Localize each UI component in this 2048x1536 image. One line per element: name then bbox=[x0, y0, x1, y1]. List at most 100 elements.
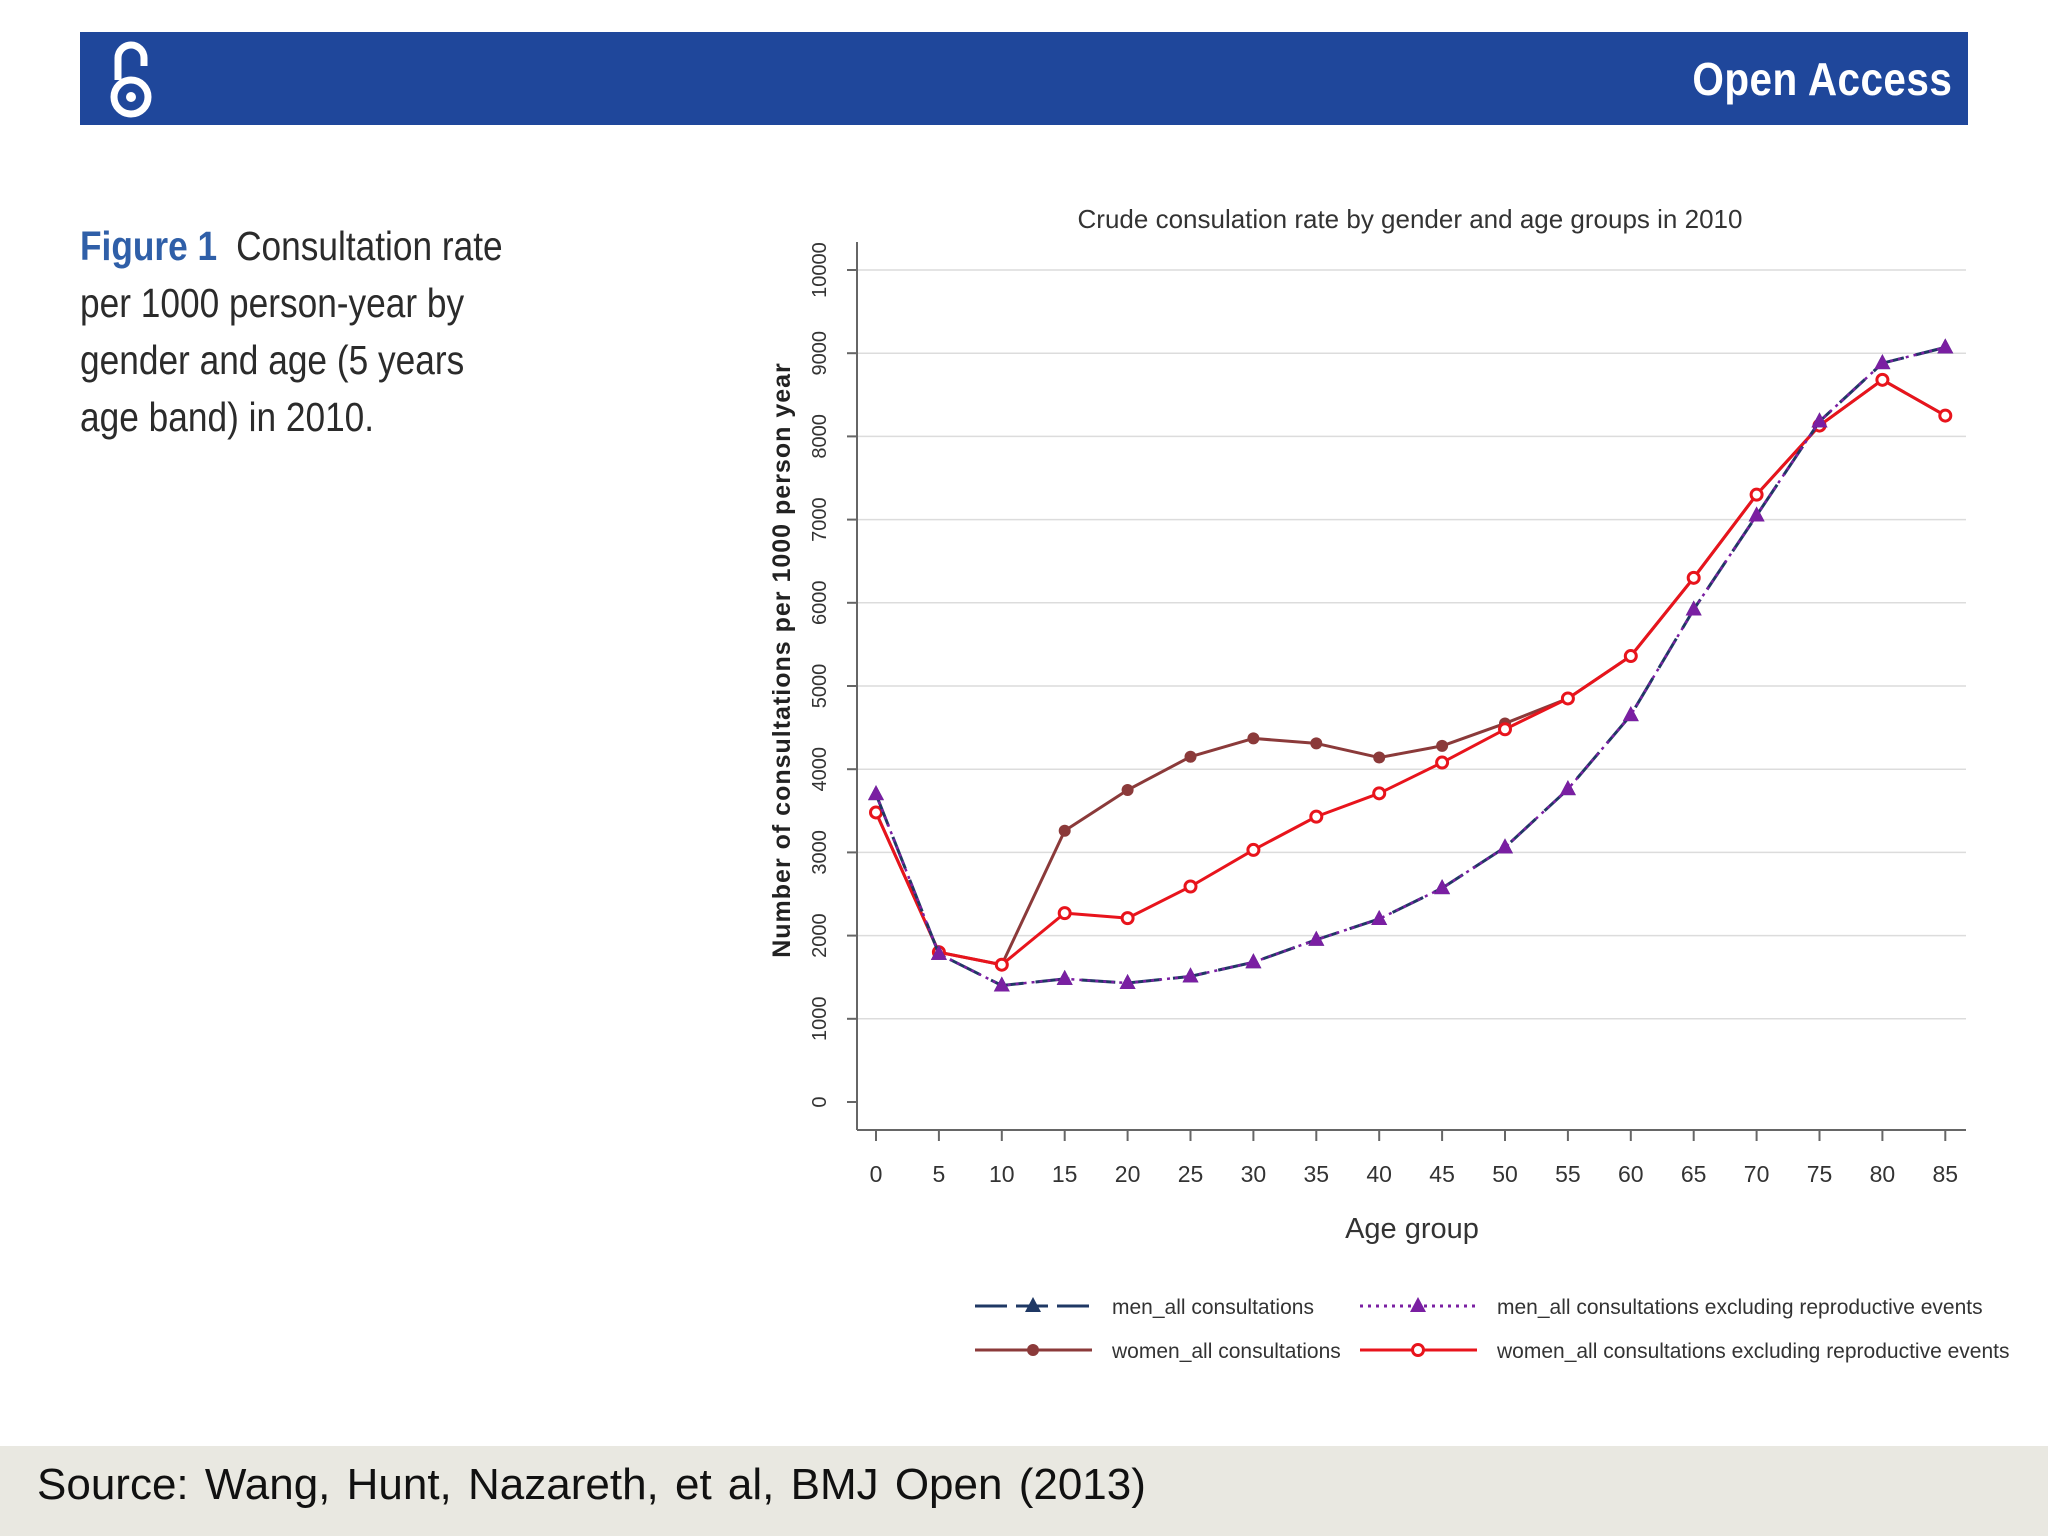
open-access-label: Open Access bbox=[1692, 53, 1952, 105]
legend-item: men_all consultations bbox=[975, 1296, 1314, 1319]
data-point bbox=[1121, 784, 1134, 796]
data-point bbox=[1310, 737, 1323, 750]
legend-label: women_all consultations bbox=[1111, 1340, 1341, 1363]
legend-marker bbox=[1025, 1297, 1041, 1312]
y-axis-label: Number of consultations per 1000 person … bbox=[768, 362, 796, 958]
data-point bbox=[930, 944, 947, 960]
data-point bbox=[1497, 838, 1513, 854]
data-point bbox=[1373, 751, 1386, 764]
y-tick-label: 8000 bbox=[809, 414, 831, 459]
data-point bbox=[1811, 412, 1828, 428]
data-point bbox=[1182, 967, 1199, 983]
figure-caption-text: Consultation rate per 1000 person-year b… bbox=[80, 223, 503, 440]
y-tick-label: 0 bbox=[809, 1096, 831, 1107]
data-point bbox=[1435, 755, 1450, 770]
x-tick-label: 20 bbox=[1115, 1161, 1141, 1187]
data-point bbox=[1183, 879, 1198, 894]
legend-marker bbox=[1411, 1343, 1425, 1357]
x-tick-label: 80 bbox=[1870, 1161, 1896, 1187]
figure-caption: Figure 1 Consultation rate per 1000 perso… bbox=[80, 218, 527, 446]
series-layer bbox=[868, 338, 1954, 992]
legend-marker bbox=[1027, 1344, 1039, 1356]
legend-marker bbox=[1410, 1297, 1426, 1312]
data-point bbox=[1372, 786, 1387, 801]
x-tick-label: 50 bbox=[1492, 1161, 1518, 1187]
series-men-all-consultations-excluding-reproductive-events bbox=[868, 338, 1954, 992]
legend-item: women_all consultations bbox=[975, 1340, 1341, 1363]
data-point bbox=[868, 785, 884, 801]
series-women-all-consultations-excluding-reproductive-events bbox=[869, 372, 1953, 972]
data-point bbox=[1749, 487, 1764, 502]
x-tick-label: 85 bbox=[1933, 1161, 1959, 1187]
x-tick-label: 65 bbox=[1681, 1161, 1707, 1187]
y-tick-label: 9000 bbox=[809, 331, 831, 376]
data-point bbox=[1875, 372, 1890, 387]
data-point bbox=[1246, 842, 1261, 857]
data-point bbox=[1686, 570, 1701, 585]
data-point bbox=[1371, 909, 1388, 925]
grid-layer bbox=[857, 269, 1966, 1020]
data-point bbox=[1120, 911, 1135, 926]
data-point bbox=[1874, 354, 1891, 370]
legend-label: men_all consultations bbox=[1112, 1296, 1314, 1319]
data-point bbox=[994, 957, 1009, 972]
x-tick-label: 70 bbox=[1744, 1161, 1770, 1187]
legend-item: women_all consultations excluding reprod… bbox=[1360, 1340, 2009, 1363]
data-point bbox=[1498, 722, 1512, 737]
data-point bbox=[1309, 809, 1324, 824]
data-point bbox=[1559, 780, 1576, 796]
y-tick-label: 1000 bbox=[809, 997, 831, 1042]
data-point bbox=[1748, 506, 1765, 522]
data-point bbox=[1623, 649, 1638, 664]
x-tick-labels: 0 5 10 15 20 25 30 35 40 45 50 55 60 65 70 75 80 85 bbox=[870, 1130, 1958, 1187]
series-women-all-consultations bbox=[870, 373, 1952, 971]
legend-label: women_all consultations excluding reprod… bbox=[1496, 1340, 2009, 1363]
y-tick-label: 2000 bbox=[809, 913, 831, 958]
legend-label: men_all consultations excluding reproduc… bbox=[1497, 1296, 1983, 1319]
open-access-lock-icon bbox=[110, 41, 152, 118]
consultation-rate-chart: Crude consulation rate by gender and age… bbox=[768, 204, 2009, 1363]
x-tick-label: 35 bbox=[1304, 1161, 1330, 1187]
data-point bbox=[1434, 879, 1451, 895]
data-point bbox=[1119, 974, 1136, 990]
x-tick-label: 0 bbox=[870, 1161, 883, 1187]
source-footer: Source: Wang, Hunt, Nazareth, et al, BMJ… bbox=[0, 1446, 2048, 1536]
data-point bbox=[1937, 338, 1954, 354]
series-line bbox=[874, 378, 1947, 967]
y-tick-label: 7000 bbox=[809, 497, 831, 542]
data-point bbox=[1685, 600, 1702, 616]
series-line bbox=[874, 378, 1947, 967]
x-tick-label: 15 bbox=[1052, 1161, 1078, 1187]
data-point bbox=[1184, 750, 1197, 763]
x-tick-label: 10 bbox=[989, 1161, 1015, 1187]
data-point bbox=[1308, 930, 1325, 946]
y-tick-label: 3000 bbox=[809, 830, 831, 875]
x-tick-label: 55 bbox=[1555, 1161, 1581, 1187]
chart-legend: men_all consultations men_all consultatio… bbox=[975, 1296, 2009, 1363]
y-tick-labels: 0 1000 2000 3000 4000 5000 6000 7000 8000 9000 100… bbox=[809, 242, 857, 1108]
data-point bbox=[1058, 824, 1071, 837]
data-point bbox=[1938, 408, 1953, 423]
y-tick-label: 10000 bbox=[809, 242, 831, 298]
x-tick-label: 40 bbox=[1366, 1161, 1392, 1187]
data-point bbox=[1247, 732, 1260, 745]
figure-label: Figure 1 bbox=[80, 223, 218, 269]
chart-title: Crude consulation rate by gender and age… bbox=[1078, 204, 1743, 234]
x-tick-label: 30 bbox=[1241, 1161, 1267, 1187]
x-tick-label: 75 bbox=[1807, 1161, 1833, 1187]
x-tick-label: 60 bbox=[1618, 1161, 1644, 1187]
data-point bbox=[1056, 969, 1073, 985]
data-point bbox=[1560, 691, 1575, 706]
y-tick-label: 4000 bbox=[809, 747, 831, 792]
data-point bbox=[1057, 906, 1072, 921]
data-point bbox=[1436, 739, 1449, 752]
x-axis-label: Age group bbox=[1345, 1213, 1479, 1245]
source-citation: Source: Wang, Hunt, Nazareth, et al, BMJ… bbox=[37, 1460, 1146, 1509]
x-tick-label: 25 bbox=[1178, 1161, 1204, 1187]
legend-item: men_all consultations excluding reproduc… bbox=[1360, 1296, 1983, 1319]
series-line bbox=[874, 346, 1946, 987]
data-point bbox=[1622, 706, 1639, 722]
data-point bbox=[1245, 953, 1262, 969]
data-point bbox=[993, 976, 1010, 992]
x-tick-label: 45 bbox=[1429, 1161, 1455, 1187]
